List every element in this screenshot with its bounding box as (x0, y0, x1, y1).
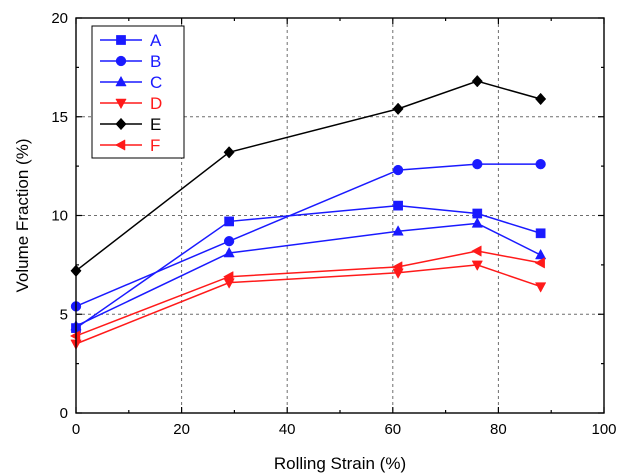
data-point-E (223, 146, 235, 159)
y-tick-label: 10 (51, 208, 68, 225)
data-point-C (535, 248, 547, 260)
series-F (69, 245, 545, 342)
legend-item-B: B (100, 52, 161, 71)
legend-marker-B (115, 55, 127, 67)
data-point-C (223, 246, 235, 258)
data-point-B (472, 159, 483, 170)
x-tick-label: 20 (173, 421, 190, 438)
data-point-F (222, 271, 234, 283)
y-tick-label: 0 (60, 405, 68, 422)
data-point-D (471, 260, 483, 271)
y-tick-label: 15 (51, 109, 68, 126)
legend-item-D: D (100, 94, 162, 113)
series-line-B (75, 163, 541, 308)
data-point-A (535, 228, 546, 239)
y-tick-label: 20 (51, 10, 68, 27)
series-D (70, 260, 547, 350)
legend-marker-A (116, 35, 126, 45)
data-point-A (393, 200, 403, 211)
y-axis-title: Volume Fraction (%) (13, 139, 32, 293)
legend-marker-D (115, 98, 127, 110)
legend-label-D: D (150, 94, 162, 113)
data-point-D (535, 282, 547, 293)
legend-label-F: F (150, 136, 160, 155)
data-point-C (392, 225, 404, 236)
data-point-F (69, 330, 81, 342)
data-point-C (471, 217, 483, 228)
legend-marker-C (115, 75, 127, 87)
data-point-B (392, 164, 404, 176)
legend-item-A: A (100, 31, 162, 50)
data-point-E (392, 102, 404, 116)
data-point-A (224, 216, 234, 227)
legend-marker-E (115, 117, 127, 131)
grid-lines (76, 18, 604, 413)
x-tick-label: 0 (72, 421, 80, 438)
data-point-A (472, 208, 483, 219)
data-point-E (535, 92, 547, 106)
x-tick-label: 60 (384, 421, 401, 438)
legend-item-F: F (100, 136, 160, 155)
data-point-E (471, 75, 483, 88)
axis-ticks: 0 20 40 60 80 100 0 5 10 15 20 (51, 10, 616, 438)
legend-item-C: C (100, 73, 162, 92)
series-line-C (75, 222, 541, 327)
series-C (70, 217, 547, 331)
legend-marker-F (114, 139, 126, 151)
data-point-F (471, 245, 482, 257)
x-tick-label: 80 (490, 421, 507, 438)
data-point-F (391, 261, 403, 273)
x-tick-label: 100 (591, 421, 616, 438)
legend-label-A: A (150, 31, 162, 50)
data-point-B (223, 236, 235, 247)
legend-label-E: E (150, 115, 161, 134)
legend-label-B: B (150, 52, 161, 71)
series-A (71, 200, 546, 333)
legend-label-C: C (150, 73, 162, 92)
legend-item-E: E (100, 115, 161, 134)
data-point-F (534, 257, 545, 269)
x-tick-label: 40 (279, 421, 296, 438)
legend-box (91, 25, 185, 159)
x-axis-title: Rolling Strain (%) (274, 454, 406, 473)
series-B (70, 159, 546, 312)
y-tick-label: 5 (60, 306, 68, 323)
data-point-B (535, 159, 546, 170)
